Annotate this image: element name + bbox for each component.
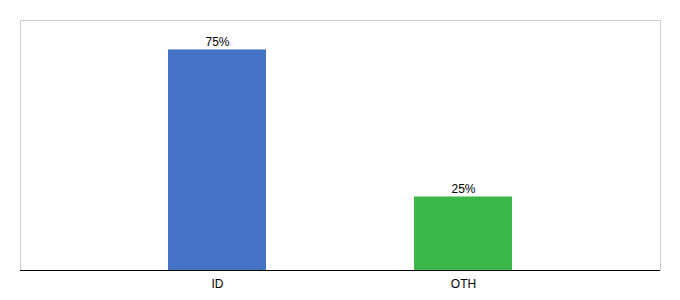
- svg-text:75%: 75%: [205, 35, 229, 49]
- svg-text:OTH: OTH: [451, 277, 476, 291]
- svg-text:25%: 25%: [451, 182, 475, 196]
- svg-text:ID: ID: [212, 277, 224, 291]
